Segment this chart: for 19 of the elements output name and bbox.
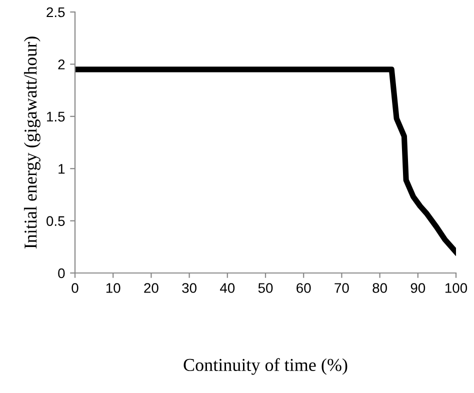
- x-tick-label: 70: [334, 283, 349, 293]
- x-tick-label: 10: [106, 283, 120, 293]
- x-tick-label: 40: [220, 283, 235, 293]
- x-axis-title: Continuity of time (%): [184, 358, 348, 375]
- x-tick-label: 60: [296, 283, 311, 293]
- x-tick-label: 90: [410, 283, 426, 293]
- x-tick-label: 50: [258, 283, 273, 293]
- x-tick-label: 30: [182, 283, 196, 293]
- x-tick-label: 20: [144, 283, 158, 293]
- x-tick-label: 80: [372, 283, 387, 293]
- y-tick-label: 2.5: [46, 7, 65, 18]
- y-tick-label: 0.5: [46, 216, 65, 226]
- y-axis-title: Initial energy (gigawatt/hour): [24, 36, 40, 248]
- x-tick-label: 0: [72, 283, 78, 293]
- x-tick-label: 100: [445, 283, 468, 293]
- y-tick-label: 2: [58, 60, 65, 70]
- y-tick-label: 1.5: [47, 112, 65, 122]
- y-tick-label: 1: [58, 164, 65, 174]
- y-tick-label: 0: [58, 268, 65, 278]
